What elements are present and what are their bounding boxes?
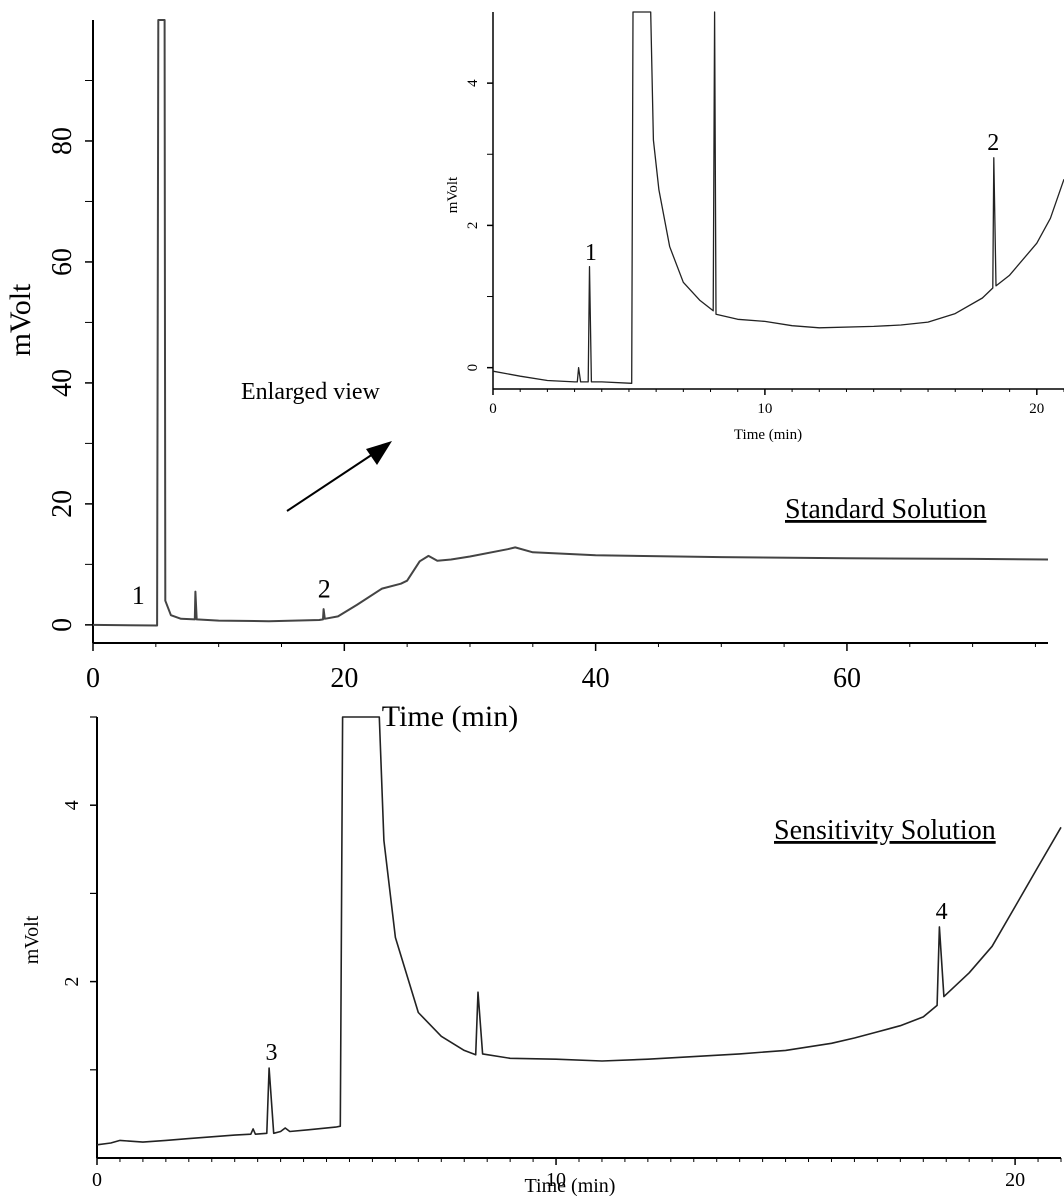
y-tick-label: 4 bbox=[61, 800, 83, 810]
peak-label-3: 3 bbox=[265, 1040, 277, 1066]
series-line bbox=[92, 19, 1049, 627]
series-line bbox=[492, 11, 1064, 384]
x-tick-label: 0 bbox=[92, 1169, 102, 1191]
y-tick-label: 40 bbox=[47, 369, 78, 397]
peak-label-1: 1 bbox=[132, 581, 145, 610]
tick-labels: 0 10 20 2 4 bbox=[61, 800, 1025, 1191]
x-tick-label: 0 bbox=[489, 401, 497, 417]
y-tick-label: 80 bbox=[47, 127, 78, 155]
series-line bbox=[96, 716, 1062, 1146]
y-tick-label: 60 bbox=[47, 248, 78, 276]
annotation-arrow bbox=[286, 441, 392, 512]
peak-labels: 12 bbox=[585, 130, 999, 266]
axis-ticks bbox=[487, 82, 1064, 395]
x-tick-label: 10 bbox=[757, 401, 772, 417]
y-axis-label: mVolt bbox=[445, 176, 461, 213]
y-tick-label: 20 bbox=[47, 490, 78, 518]
y-tick-label: 2 bbox=[465, 222, 481, 230]
peak-labels: 34 bbox=[265, 899, 947, 1066]
x-tick-label: 40 bbox=[582, 663, 610, 694]
x-tick-label: 60 bbox=[833, 663, 861, 694]
y-tick-label: 2 bbox=[61, 977, 83, 987]
y-axis-label: mVolt bbox=[21, 915, 43, 964]
y-tick-label: 0 bbox=[465, 364, 481, 372]
tick-labels: 0 10 20 0 2 4 bbox=[465, 79, 1044, 417]
peak-label-1: 1 bbox=[585, 240, 597, 266]
peak-label-2: 2 bbox=[987, 130, 999, 156]
chart-title: Standard Solution bbox=[785, 494, 986, 525]
x-tick-label: 20 bbox=[330, 663, 358, 694]
peak-label-4: 4 bbox=[936, 899, 948, 925]
axis-ticks bbox=[85, 79, 1036, 651]
x-axis-label: Time (min) bbox=[734, 427, 802, 443]
x-tick-label: 0 bbox=[86, 663, 100, 694]
x-axis-label: Time (min) bbox=[382, 700, 518, 733]
enlarged-view-annotation: Enlarged view bbox=[241, 379, 381, 405]
x-axis-label: Time (min) bbox=[525, 1175, 616, 1196]
x-tick-label: 20 bbox=[1029, 401, 1044, 417]
peak-label-2: 2 bbox=[318, 575, 331, 604]
chart-title: Sensitivity Solution bbox=[774, 815, 996, 846]
y-tick-label: 4 bbox=[465, 79, 481, 87]
x-tick-label: 10 bbox=[546, 1169, 566, 1191]
y-tick-label: 0 bbox=[47, 618, 78, 632]
axis-ticks bbox=[90, 716, 1062, 1165]
y-axis-label: mVolt bbox=[4, 283, 37, 356]
x-tick-label: 20 bbox=[1005, 1169, 1025, 1191]
